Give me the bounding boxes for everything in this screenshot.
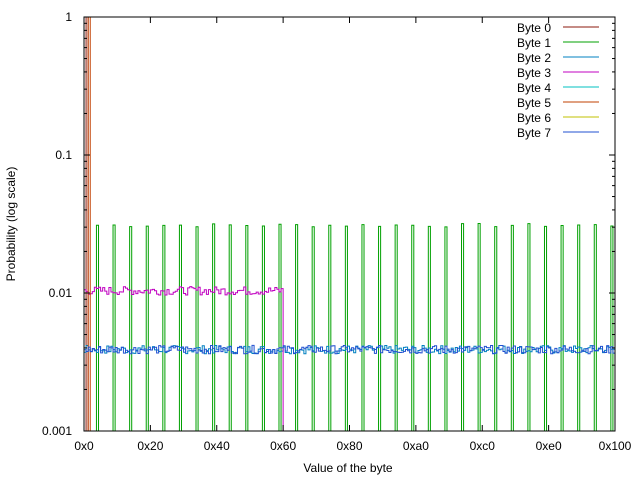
legend-label: Byte 4 <box>517 81 551 95</box>
legend-label: Byte 0 <box>517 21 551 35</box>
y-tick-label: 1 <box>65 10 72 24</box>
legend-label: Byte 1 <box>517 36 551 50</box>
y-axis-title: Probability (log scale) <box>4 167 18 282</box>
x-tick-label: 0x0 <box>74 439 94 453</box>
x-tick-label: 0x40 <box>204 439 230 453</box>
series-line <box>87 16 91 431</box>
y-tick-label: 0.1 <box>55 148 72 162</box>
x-tick-label: 0xa0 <box>403 439 429 453</box>
legend-label: Byte 2 <box>517 51 551 65</box>
y-tick-label: 0.001 <box>42 424 72 438</box>
series-line <box>95 223 614 431</box>
x-tick-label: 0x80 <box>336 439 362 453</box>
y-tick-label: 0.01 <box>49 286 73 300</box>
x-axis-title: Value of the byte <box>303 461 393 475</box>
legend-label: Byte 6 <box>517 111 551 125</box>
x-tick-label: 0x20 <box>137 439 163 453</box>
x-tick-label: 0xe0 <box>536 439 562 453</box>
legend-label: Byte 3 <box>517 66 551 80</box>
x-tick-label: 0x60 <box>270 439 296 453</box>
x-tick-label: 0xc0 <box>470 439 496 453</box>
series-line <box>84 344 615 355</box>
x-tick-label: 0x100 <box>599 439 632 453</box>
legend-label: Byte 7 <box>517 126 551 140</box>
y-axis-ticks: 1 0.1 0.01 0.001 <box>42 10 615 438</box>
legend-label: Byte 5 <box>517 96 551 110</box>
x-axis-ticks: 0x0 0x20 0x40 0x60 0x80 0xa0 0xc0 0xe0 0x100 <box>74 17 632 453</box>
series-line <box>84 286 284 431</box>
